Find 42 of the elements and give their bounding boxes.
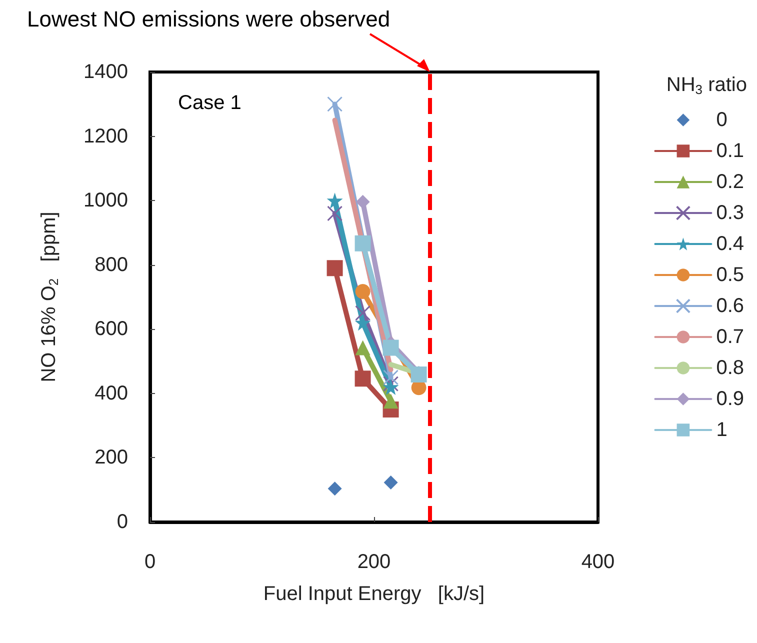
y-tick-label: 400 [94, 382, 128, 404]
ref-line-label: Lowest NO emissions were observed [27, 6, 390, 32]
point [327, 206, 343, 222]
legend-label: 0.7 [716, 326, 744, 348]
point [326, 192, 343, 209]
point [327, 96, 343, 112]
y-tick-label: 1200 [84, 125, 128, 148]
legend-label: 0.2 [716, 171, 744, 193]
point [328, 482, 342, 496]
y-tick-label: 800 [94, 254, 128, 276]
y-tick-label: 1400 [84, 61, 128, 83]
point [326, 260, 343, 276]
point [383, 370, 399, 386]
point [356, 194, 370, 209]
point [383, 376, 399, 392]
y-tick-label: 200 [94, 446, 128, 469]
point [384, 475, 398, 490]
point [355, 305, 371, 321]
annotation: Case 1 [178, 92, 242, 114]
legend-label: 0.4 [716, 233, 744, 255]
text: NO 16% O2 [ppm] [38, 212, 61, 382]
point [354, 235, 371, 252]
x-tick-label: 200 [357, 551, 391, 573]
y-tick-label: 1000 [84, 190, 128, 212]
y-tick-label: 600 [94, 318, 128, 340]
x-axis-title: Fuel Input Energy [kJ/s] [263, 583, 485, 605]
legend-label: 0.8 [716, 357, 744, 379]
point [355, 284, 370, 300]
point [382, 379, 399, 395]
x-tick-label: 400 [581, 551, 615, 573]
legend-label: 0.6 [716, 295, 744, 317]
legend-label: 0.1 [716, 140, 744, 162]
legend-label: 0 [716, 109, 728, 131]
legend-label: 1 [716, 419, 728, 441]
point [382, 340, 399, 356]
point [410, 366, 427, 382]
legend-label: 0.9 [716, 388, 744, 410]
legend-label: 0.3 [716, 202, 744, 224]
point [354, 370, 371, 387]
y-tick-label: 0 [116, 511, 128, 533]
legend-label: 0.5 [716, 264, 744, 286]
x-tick-label: 0 [144, 551, 156, 573]
